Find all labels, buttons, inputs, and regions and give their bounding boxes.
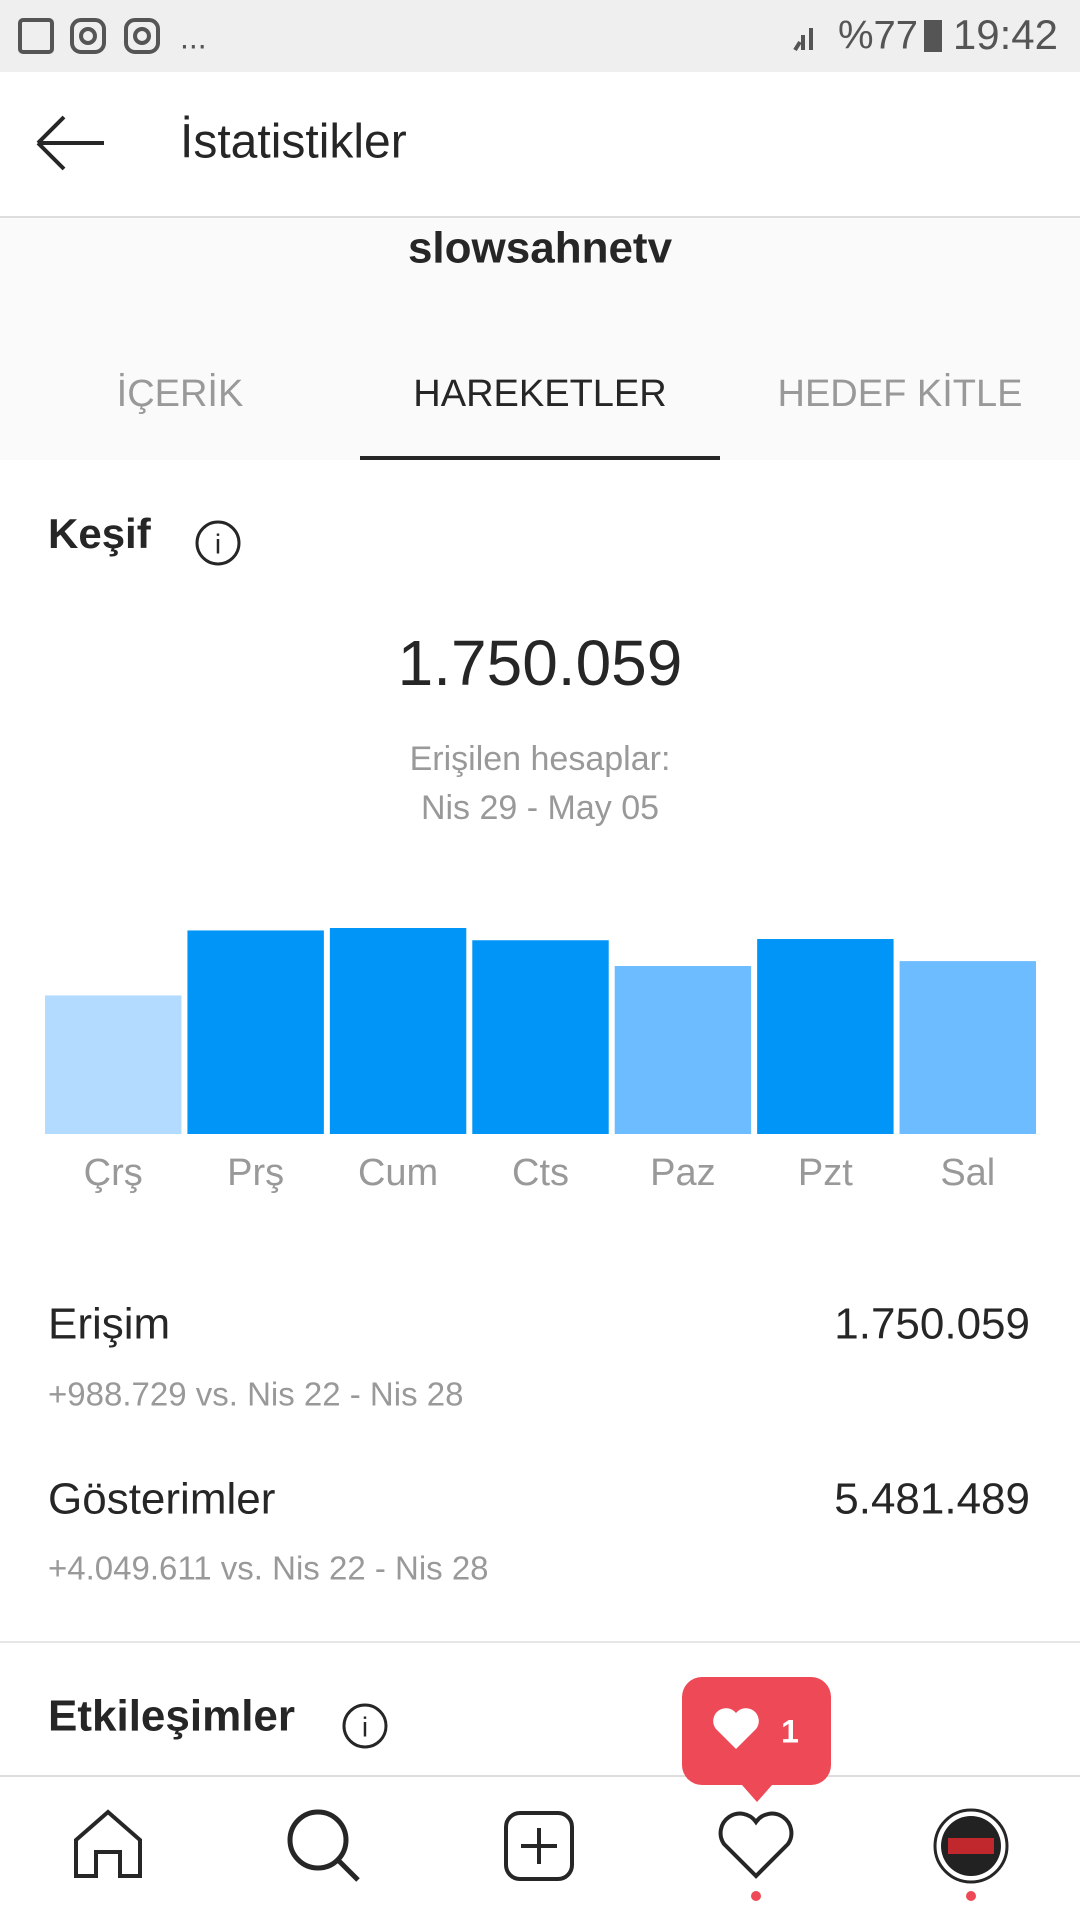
bar (187, 930, 324, 1134)
status-bar (0, 0, 1080, 72)
bar (757, 939, 894, 1134)
home-icon[interactable] (74, 1809, 142, 1878)
bar (614, 966, 752, 1134)
bar (329, 928, 467, 1134)
info-icon[interactable]: i (342, 1703, 388, 1749)
header-title: İstatistikler (180, 116, 407, 169)
total-value: 1.750.059 (398, 627, 683, 699)
x-tick-label: Sal (940, 1152, 995, 1194)
profile-dot (966, 1891, 976, 1901)
profile-icon[interactable] (933, 1808, 1009, 1884)
row-value: 1.750.059 (834, 1300, 1030, 1349)
bar-chart: Çrş Prş Cum Cts Paz Pzt Sal (45, 928, 1036, 1194)
username: slowsahnetv (408, 224, 673, 273)
notification-bubble[interactable]: 1 (682, 1677, 831, 1802)
row-value: 5.481.489 (834, 1475, 1030, 1524)
battery-text: %77 (838, 14, 918, 58)
search-icon[interactable] (287, 1809, 360, 1882)
activity-icon[interactable] (718, 1811, 794, 1879)
x-tick-label: Çrş (84, 1152, 143, 1194)
add-icon[interactable] (504, 1811, 574, 1881)
tab-active[interactable]: HAREKETLER (413, 373, 666, 415)
account-area (0, 216, 1080, 460)
x-tick-label: Pzt (798, 1152, 853, 1194)
notification-count: 1 (781, 1713, 799, 1749)
bar (899, 961, 1036, 1134)
clock: 19:42 (953, 11, 1058, 58)
bar (45, 995, 182, 1134)
x-tick-label: Paz (650, 1152, 715, 1194)
x-tick-label: Cts (512, 1152, 569, 1194)
tab[interactable]: İÇERİK (117, 372, 244, 415)
back-button[interactable] (36, 115, 104, 171)
tab[interactable]: HEDEF KİTLE (778, 372, 1023, 415)
x-tick-label: Prş (227, 1152, 284, 1194)
svg-text:i: i (362, 1711, 368, 1742)
caption: Erişilen hesaplar: (410, 740, 671, 778)
activity-dot (751, 1891, 761, 1901)
tab-indicator (360, 456, 720, 460)
row-label: Gösterimler (48, 1475, 275, 1524)
battery-icon (924, 20, 942, 52)
bar (472, 940, 609, 1134)
row-comparison: +4.049.611 vs. Nis 22 - Nis 28 (48, 1550, 489, 1587)
status-dots: ... (180, 19, 207, 55)
svg-text:i: i (215, 528, 221, 559)
section-title: Keşif (48, 510, 152, 557)
x-tick-label: Cum (358, 1152, 438, 1194)
info-icon[interactable]: i (195, 520, 241, 566)
status-icons (18, 18, 813, 54)
caption: Nis 29 - May 05 (421, 789, 659, 827)
row-label: Erişim (48, 1300, 170, 1349)
section-title: Etkileşimler (48, 1692, 295, 1741)
row-comparison: +988.729 vs. Nis 22 - Nis 28 (48, 1376, 463, 1413)
header (0, 72, 1080, 216)
